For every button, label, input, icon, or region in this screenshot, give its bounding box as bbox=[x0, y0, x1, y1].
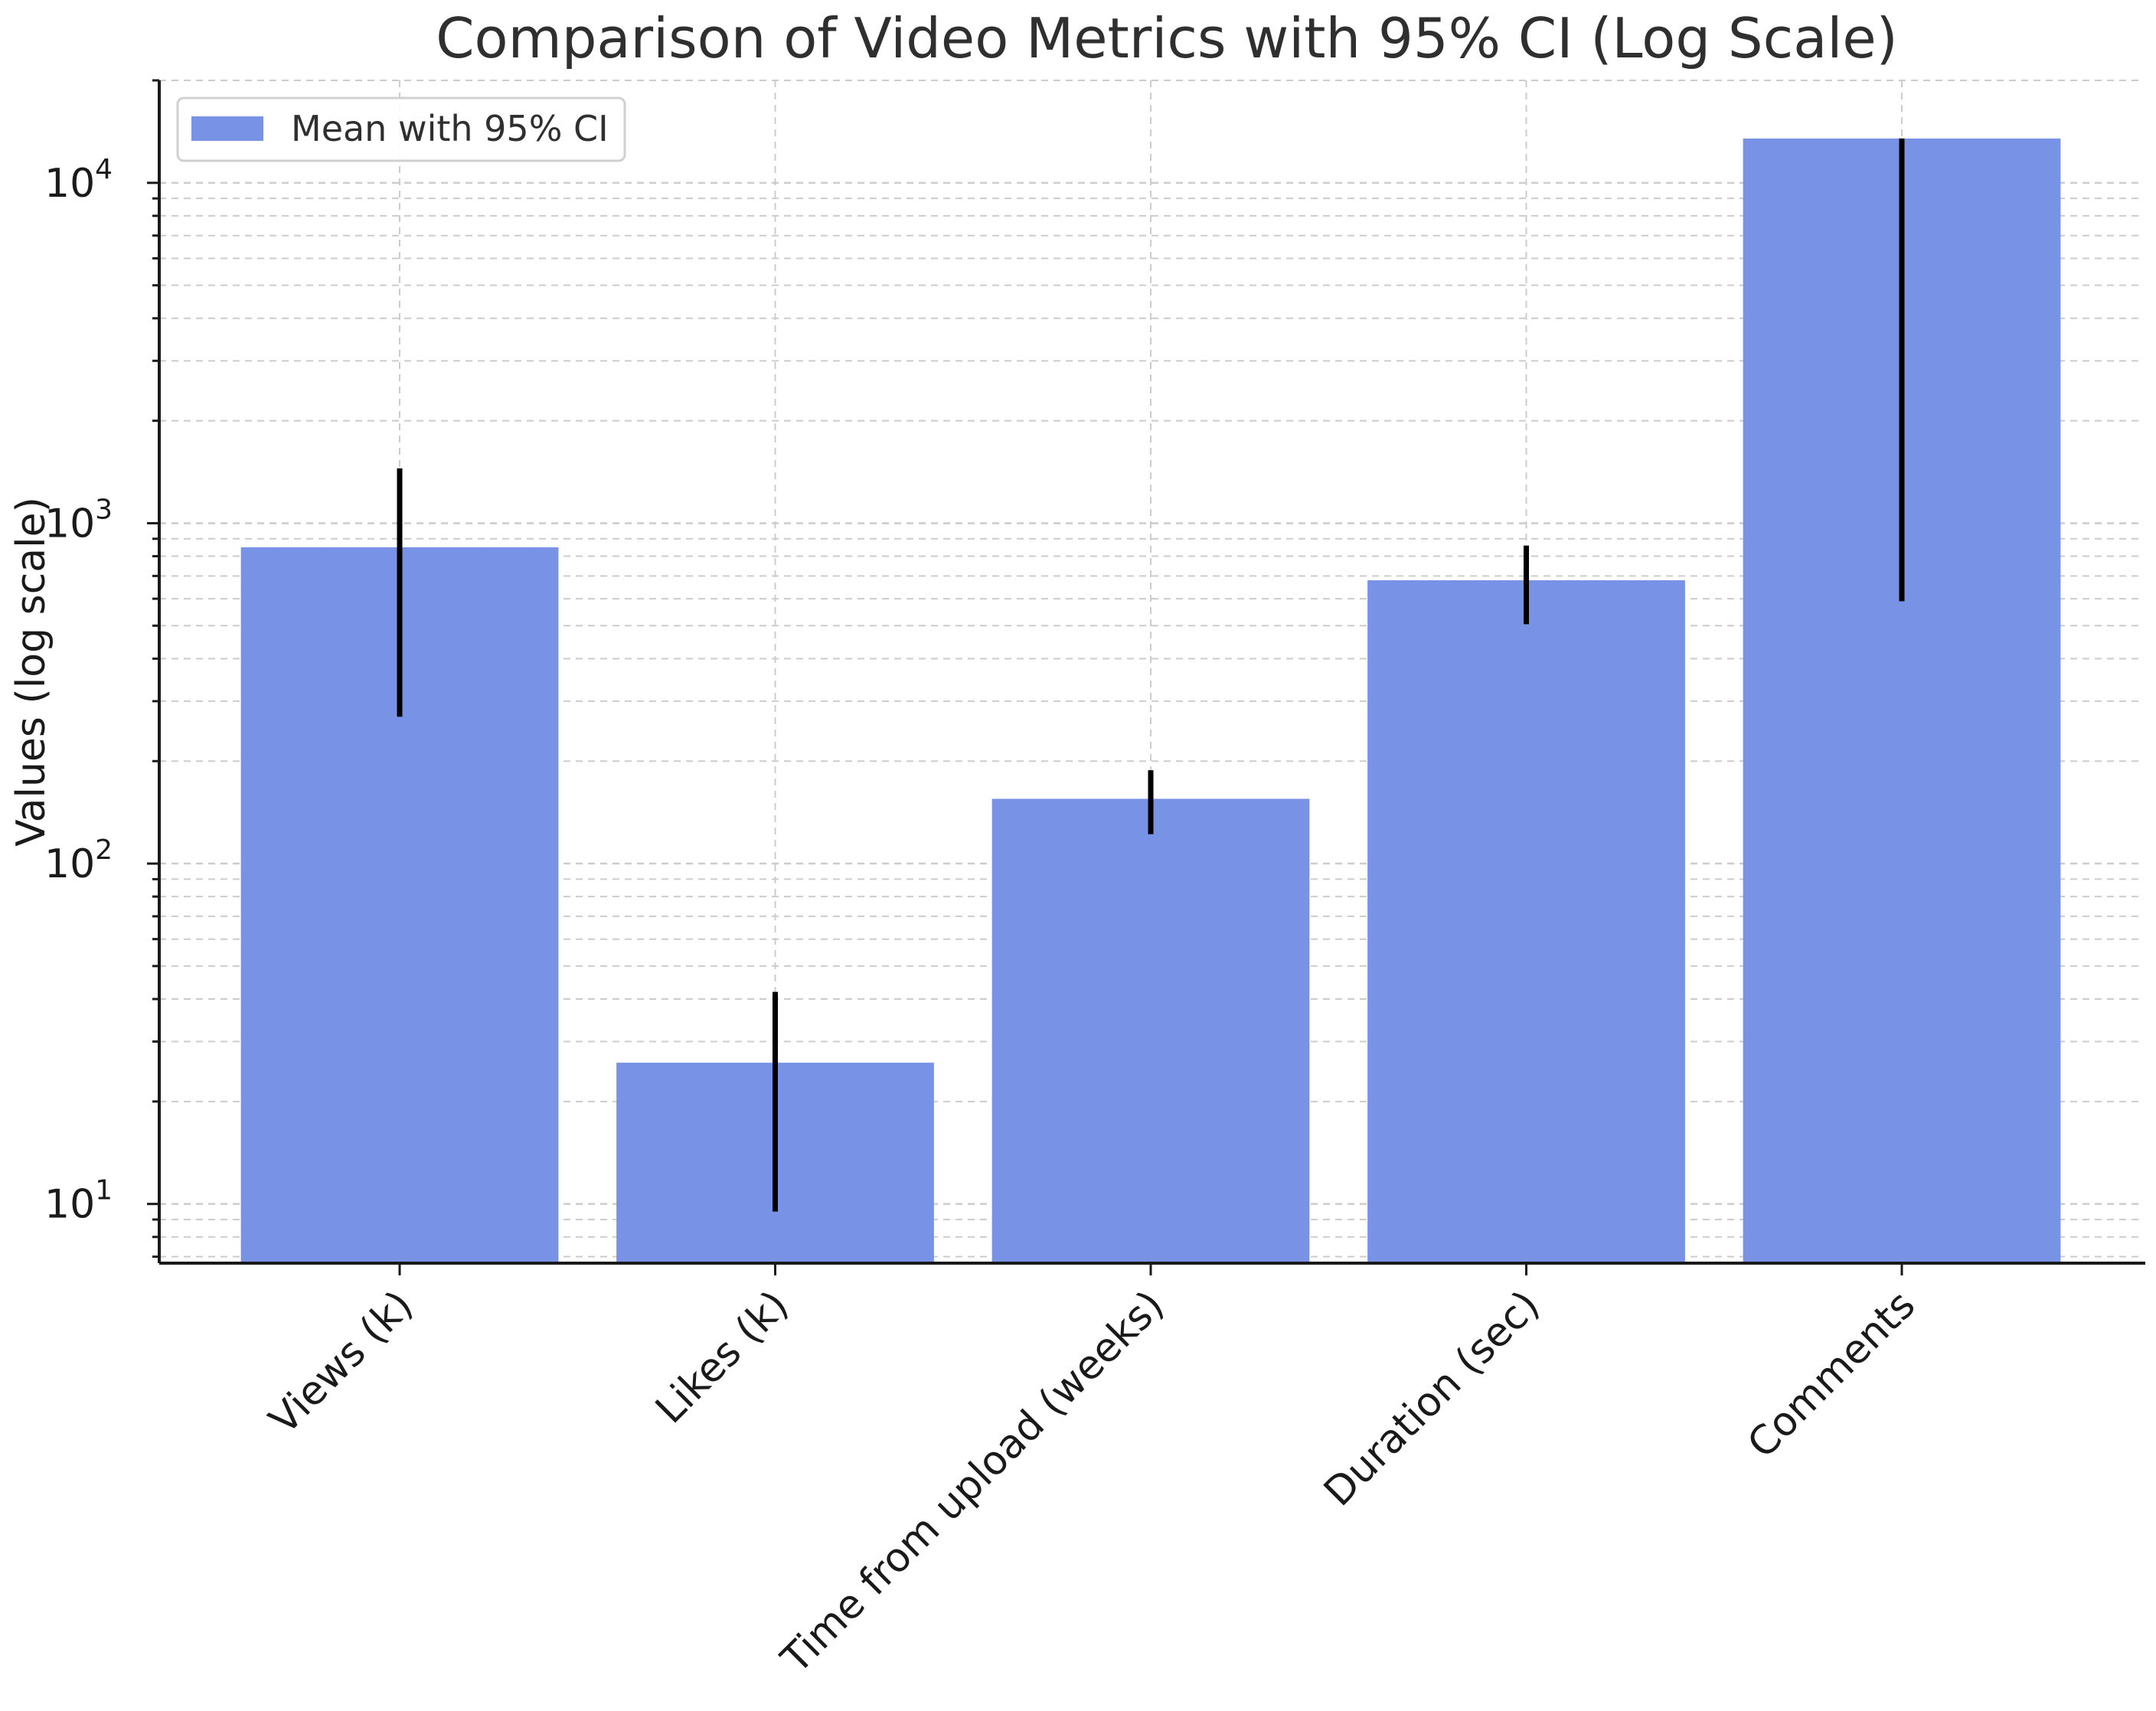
bars bbox=[240, 138, 2061, 1263]
x-tick-label: Comments bbox=[1739, 1282, 1924, 1468]
y-tick-label: 102 bbox=[44, 834, 113, 887]
x-tick-label: Likes (k) bbox=[647, 1282, 798, 1433]
x-ticks: Views (k) Likes (k)Time from upload (week… bbox=[261, 1263, 1924, 1683]
y-tick-label: 103 bbox=[44, 494, 113, 547]
error-bars bbox=[397, 138, 1905, 1212]
y-tick-label: 104 bbox=[44, 154, 113, 207]
y-tick-label: 101 bbox=[44, 1175, 113, 1228]
legend-box bbox=[176, 96, 626, 162]
x-tick-label: Views (k) bbox=[261, 1282, 423, 1444]
legend-swatch bbox=[191, 116, 263, 141]
y-axis-title: Values (log scale) bbox=[8, 497, 54, 847]
legend: Mean with 95% CI bbox=[176, 96, 626, 162]
legend-label: Mean with 95% CI bbox=[291, 108, 609, 149]
x-tick-label: Time from upload (weeks) bbox=[773, 1282, 1173, 1683]
bar bbox=[991, 798, 1310, 1263]
x-tick-label: Duration (sec) bbox=[1315, 1282, 1549, 1516]
y-ticks: 101 102 103 104 bbox=[44, 79, 159, 1259]
axes bbox=[158, 80, 2145, 1265]
chart-title: Comparison of Video Metrics with 95% CI … bbox=[436, 6, 1897, 70]
bar bbox=[1367, 580, 1685, 1263]
